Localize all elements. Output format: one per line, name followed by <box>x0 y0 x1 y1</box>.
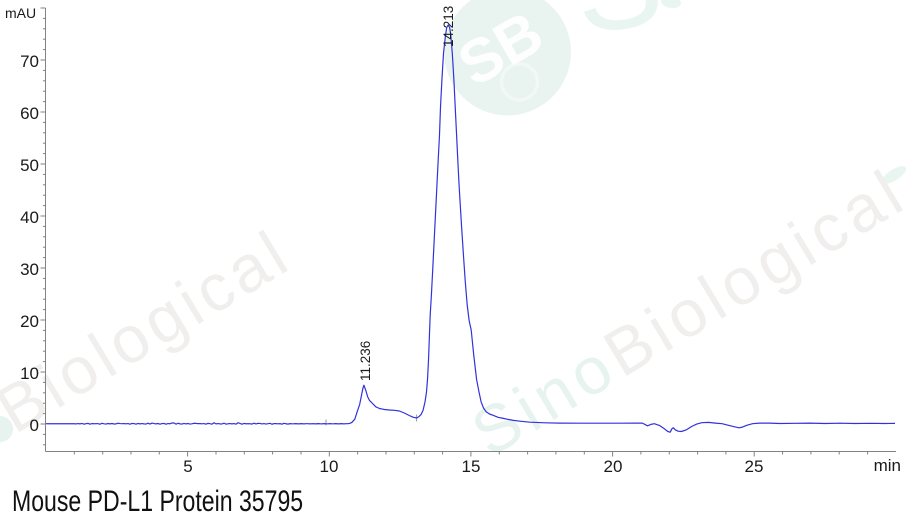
svg-text:S: S <box>565 0 671 62</box>
svg-text:SinoBiological: SinoBiological <box>459 153 908 470</box>
